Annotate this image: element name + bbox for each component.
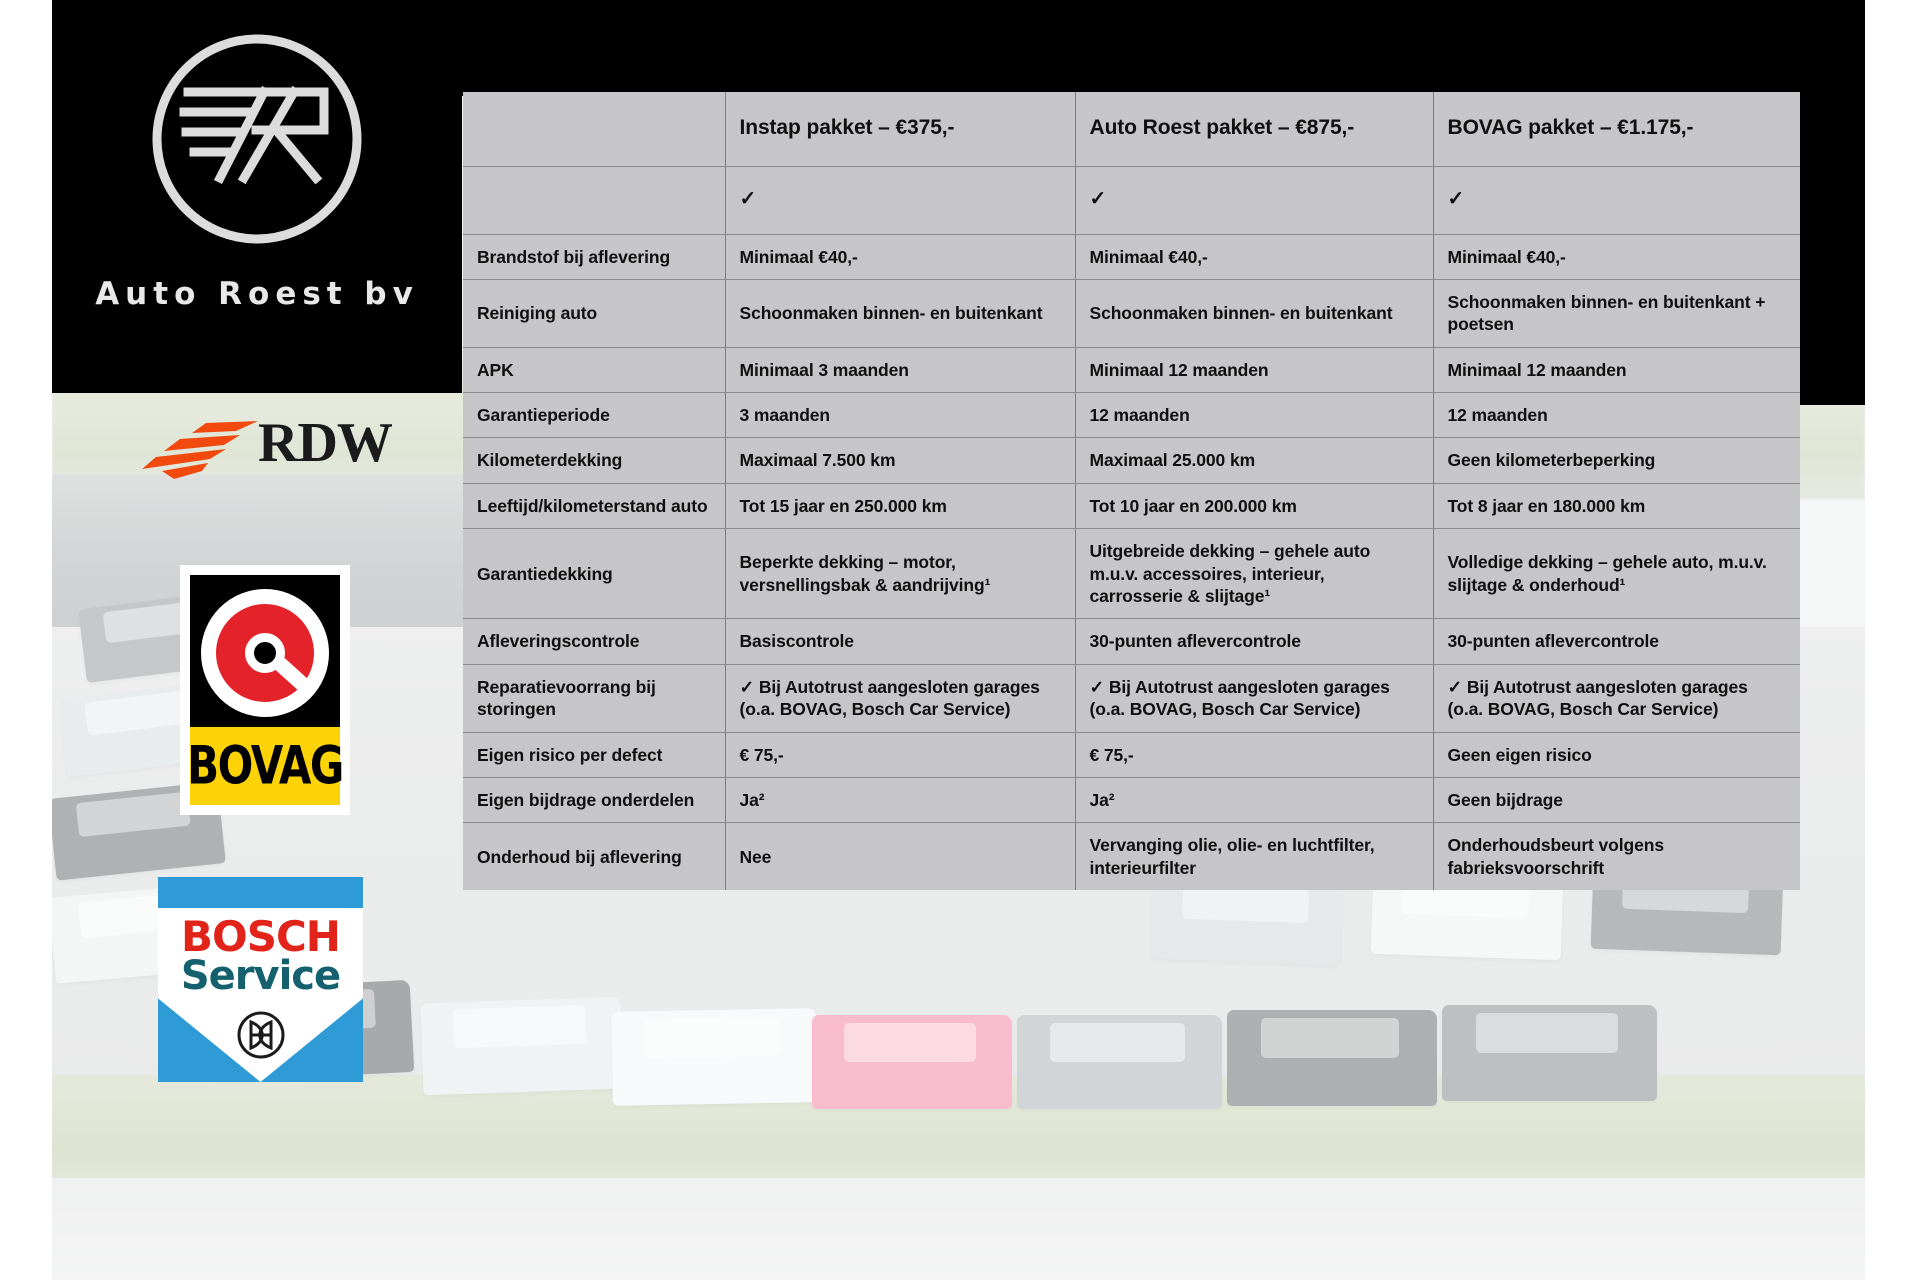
table-row: Eigen risico per defect € 75,- € 75,- Geen …	[463, 732, 1800, 778]
header-cell-package-1: Instap pakket – €375,-	[725, 92, 1076, 167]
row-value: Geen kilometerbeperking	[1433, 437, 1800, 484]
table-row: Reparatievoorrang bij storingen ✓ Bij Aut…	[463, 664, 1800, 733]
brand-name: Auto Roest bv	[95, 276, 419, 312]
row-value: Minimaal €40,-	[1433, 234, 1800, 280]
row-label: Eigen risico per defect	[463, 732, 726, 778]
rdw-wordmark: RDW	[258, 412, 393, 474]
right-black-bar	[1797, 0, 1865, 405]
rdw-flame-icon	[142, 421, 258, 479]
rdw-badge: RDW	[140, 405, 400, 495]
row-value: Uitgebreide dekking – gehele auto m.u.v.…	[1075, 528, 1434, 620]
row-value: Schoonmaken binnen- en buitenkant	[1075, 279, 1434, 348]
row-value: Beperkte dekking – motor, versnellingsba…	[725, 528, 1076, 620]
table-row: Reiniging auto Schoonmaken binnen- en bui…	[463, 279, 1800, 348]
bovag-badge: BOVAG	[180, 565, 350, 815]
brand-panel: Auto Roest bv	[52, 0, 462, 393]
table-header-row: Instap pakket – €375,- Auto Roest pakket …	[463, 92, 1800, 167]
check-row-label	[463, 166, 726, 235]
row-value: 30-punten aflevercontrole	[1075, 618, 1434, 665]
header-cell-blank	[463, 92, 726, 167]
bovag-wordmark: BOVAG	[187, 735, 344, 797]
row-value: € 75,-	[725, 732, 1076, 778]
row-value: ✓ Bij Autotrust aangesloten garages (o.a…	[1433, 664, 1800, 733]
row-value: Ja²	[1075, 777, 1434, 824]
check-mark-icon: ✓	[1433, 166, 1800, 235]
row-value: Minimaal €40,-	[1075, 234, 1434, 280]
row-value: 12 maanden	[1075, 392, 1434, 439]
row-value: Maximaal 7.500 km	[725, 437, 1076, 484]
bosch-service-badge: BOSCH Service	[158, 877, 363, 1082]
row-value: Onderhoudsbeurt volgens fabrieksvoorschr…	[1447, 835, 1665, 878]
table-row: Afleveringscontrole Basiscontrole 30-punte…	[463, 618, 1800, 665]
check-mark-icon: ✓	[725, 166, 1076, 235]
check-mark-icon: ✓	[1075, 166, 1434, 235]
row-label: APK	[463, 347, 726, 394]
row-label: Reiniging auto	[463, 279, 726, 348]
row-value: ✓ Bij Autotrust aangesloten garages (o.a…	[725, 664, 1076, 733]
row-value: Tot 10 jaar en 200.000 km	[1075, 483, 1434, 530]
row-label: Reparatievoorrang bij storingen	[463, 664, 726, 733]
header-cell-package-3: BOVAG pakket – €1.175,-	[1433, 92, 1800, 167]
table-row: Brandstof bij aflevering Minimaal €40,- Mi…	[463, 234, 1800, 280]
row-label: Garantieperiode	[463, 392, 726, 439]
row-value: € 75,-	[1075, 732, 1434, 778]
row-value: Ja²	[725, 777, 1076, 824]
row-value: Schoonmaken binnen- en buitenkant	[725, 279, 1076, 348]
table-row: Onderhoud bij aflevering Nee Vervanging ol…	[463, 822, 1800, 891]
row-value: 30-punten aflevercontrole	[1433, 618, 1800, 665]
row-value: Minimaal 12 maanden	[1075, 347, 1434, 394]
table-row: Leeftijd/kilometerstand auto Tot 15 jaar …	[463, 483, 1800, 530]
row-value: 3 maanden	[725, 392, 1076, 439]
row-value: Nee	[725, 822, 1076, 891]
auto-roest-monogram-icon	[152, 34, 362, 244]
row-value: Minimaal €40,-	[725, 234, 1076, 280]
bovag-hub-icon	[245, 633, 285, 674]
row-value: Vervanging olie, olie- en luchtfilter, i…	[1075, 822, 1434, 891]
row-label: Brandstof bij aflevering	[463, 234, 726, 280]
table-row: Kilometerdekking Maximaal 7.500 km Maximaa…	[463, 437, 1800, 484]
table-check-row: ✓ ✓ ✓	[463, 166, 1800, 235]
row-value: Volledige dekking – gehele auto, m.u.v. …	[1433, 528, 1800, 620]
row-label: Garantiedekking	[463, 528, 726, 620]
row-label: Leeftijd/kilometerstand auto	[463, 483, 726, 530]
bosch-wordmark: BOSCH	[181, 911, 341, 961]
row-value: Geen eigen risico	[1433, 732, 1800, 778]
header-cell-package-2: Auto Roest pakket – €875,-	[1075, 92, 1434, 167]
row-value: Minimaal 12 maanden	[1433, 347, 1800, 394]
table-row: APK Minimaal 3 maanden Minimaal 12 maanden…	[463, 347, 1800, 394]
row-value: Basiscontrole	[725, 618, 1076, 665]
row-value: Minimaal 3 maanden	[725, 347, 1076, 394]
bovag-wordmark-field: BOVAG	[187, 726, 344, 805]
row-label: Kilometerdekking	[463, 437, 726, 484]
row-label: Afleveringscontrole	[463, 618, 726, 665]
row-value: ✓ Bij Autotrust aangesloten garages (o.a…	[1075, 664, 1434, 733]
table-row: Garantieperiode 3 maanden 12 maanden 12 maa…	[463, 392, 1800, 439]
row-value: 12 maanden	[1433, 392, 1800, 439]
package-comparison-table: Instap pakket – €375,- Auto Roest pakket …	[463, 92, 1800, 891]
row-value: Maximaal 25.000 km	[1075, 437, 1434, 484]
row-label: Onderhoud bij aflevering	[463, 822, 726, 891]
bosch-armature-icon	[237, 1011, 284, 1059]
row-value: Schoonmaken binnen- en buitenkant + poet…	[1433, 279, 1800, 348]
row-value: Tot 8 jaar en 180.000 km	[1433, 483, 1800, 530]
table-row: Garantiedekking Beperkte dekking – motor,…	[463, 528, 1800, 620]
row-value: Tot 15 jaar en 250.000 km	[725, 483, 1076, 530]
table-row: Eigen bijdrage onderdelen Ja² Ja² Geen bijd…	[463, 777, 1800, 824]
bosch-service-wordmark: Service	[180, 952, 341, 999]
header-black-bar	[462, 0, 1865, 96]
row-label: Eigen bijdrage onderdelen	[463, 777, 726, 824]
row-value: Geen bijdrage	[1433, 777, 1800, 824]
